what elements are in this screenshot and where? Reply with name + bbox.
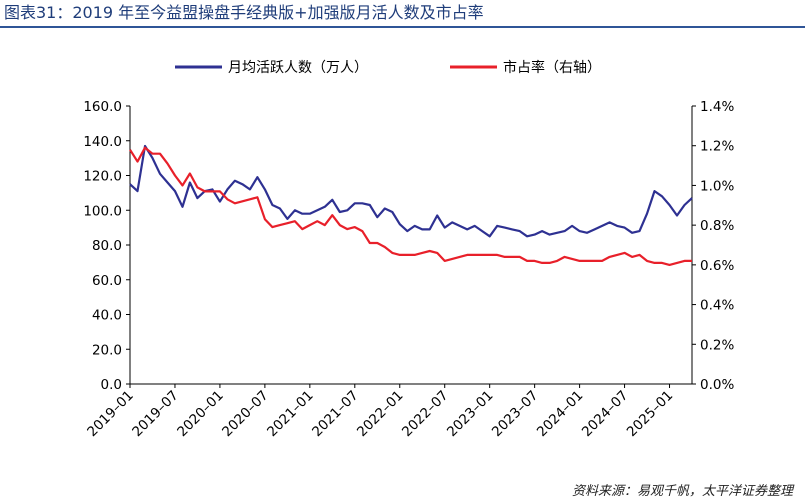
x-tick-label: 2019–01 — [84, 388, 137, 441]
y-right-tick-label: 0.0% — [700, 377, 734, 393]
x-tick-label: 2025–01 — [624, 388, 677, 441]
x-tick-label: 2023–01 — [444, 388, 497, 441]
y-right-tick-label: 1.2% — [700, 139, 734, 155]
x-tick-label: 2024–07 — [579, 388, 632, 441]
y-left-tick-label: 100.0 — [83, 203, 122, 219]
legend-label-share: 市占率（右轴） — [503, 59, 601, 76]
y-left-tick-label: 0.0 — [101, 377, 122, 393]
x-tick-label: 2020–01 — [174, 388, 227, 441]
y-left-tick-label: 60.0 — [92, 273, 122, 289]
x-tick-label: 2019–07 — [129, 388, 182, 441]
source-note: 资料来源：易观千帆，太平洋证券整理 — [571, 484, 793, 499]
x-tick-label: 2024–01 — [534, 388, 587, 441]
y-right-tick-label: 0.6% — [700, 258, 734, 274]
x-tick-label: 2021–07 — [309, 388, 362, 441]
y-right-tick-label: 1.0% — [700, 178, 734, 194]
tick-labels: 160.0 140.0 120.0 100.0 80.0 60.0 40.0 20.0 0.0 1… — [83, 99, 734, 440]
y-left-tick-label: 40.0 — [92, 308, 122, 324]
y-right-tick-label: 0.8% — [700, 218, 734, 234]
y-right-tick-label: 0.2% — [700, 337, 734, 353]
y-left-tick-label: 160.0 — [83, 99, 122, 115]
y-left-tick-label: 80.0 — [92, 238, 122, 254]
x-tick-label: 2021–01 — [264, 388, 317, 441]
y-left-tick-label: 140.0 — [83, 134, 122, 150]
series-lines — [129, 144, 693, 266]
y-left-tick-label: 120.0 — [83, 169, 122, 185]
axes — [126, 105, 696, 388]
legend-label-mau: 月均活跃人数（万人） — [228, 60, 368, 76]
x-tick-label: 2020–07 — [219, 388, 272, 441]
legend: 月均活跃人数（万人） 市占率（右轴） — [175, 59, 601, 76]
x-tick-label: 2023–07 — [489, 388, 542, 441]
y-right-tick-label: 1.4% — [700, 99, 734, 115]
series-line-share — [129, 146, 692, 266]
chart-title: 图表31：2019 年至今益盟操盘手经典版+加强版月活人数及市占率 — [0, 0, 805, 28]
x-tick-label: 2022–07 — [399, 388, 452, 441]
y-right-tick-label: 0.4% — [700, 298, 734, 314]
y-left-tick-label: 20.0 — [92, 342, 122, 358]
x-tick-label: 2022–01 — [354, 388, 407, 441]
